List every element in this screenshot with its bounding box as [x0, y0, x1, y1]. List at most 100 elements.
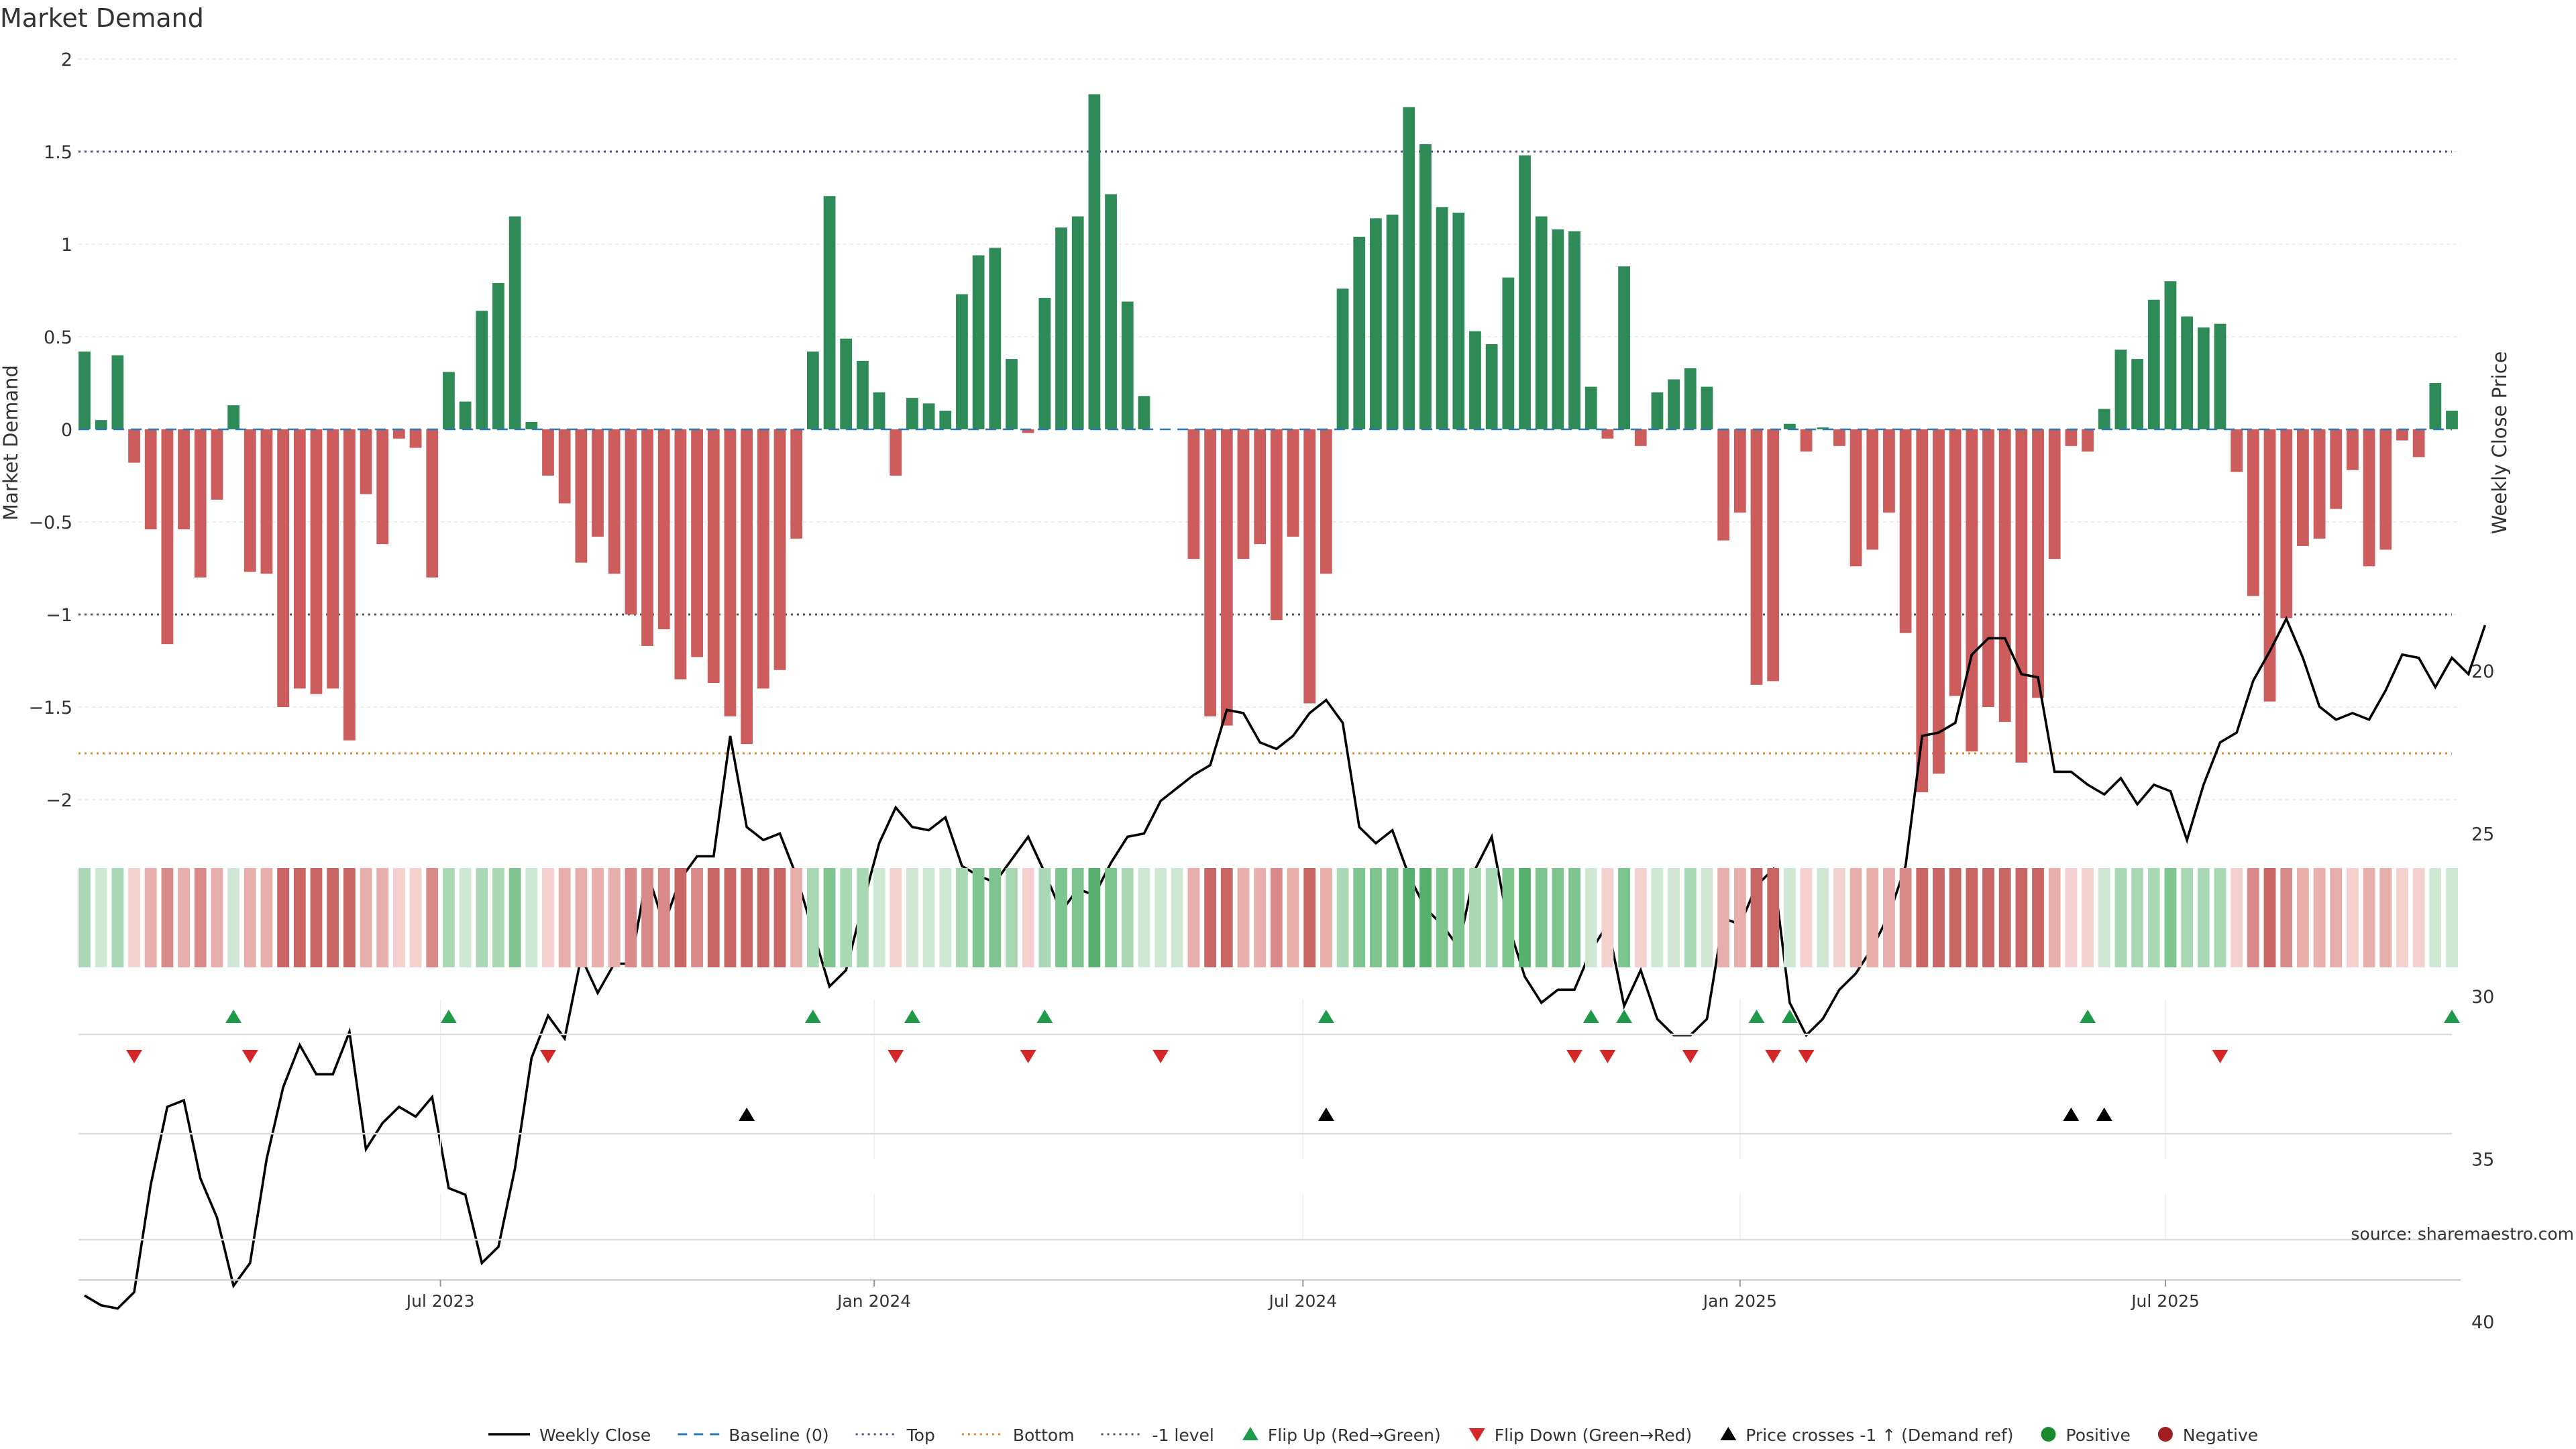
demand-bar [592, 429, 604, 537]
demand-bar [1684, 368, 1697, 429]
heat-cell [1386, 868, 1399, 967]
demand-bar [1833, 429, 1845, 446]
demand-bar [2015, 429, 2028, 763]
heat-cell [95, 868, 107, 967]
heat-cell [625, 868, 637, 967]
demand-heat-strip [78, 868, 2458, 967]
heat-cell [1071, 868, 1084, 967]
flip-up-marker [1036, 1010, 1053, 1023]
demand-bar [2297, 429, 2309, 546]
heat-cell [1403, 868, 1415, 967]
demand-bar [1519, 155, 1531, 429]
demand-bar [1105, 194, 1117, 429]
demand-bar [1320, 429, 1332, 574]
heat-cell [376, 868, 389, 967]
demand-bar [1552, 229, 1564, 429]
heat-cell [972, 868, 985, 967]
heat-cell [1519, 868, 1531, 967]
demand-bar [2082, 429, 2094, 452]
demand-bar [1899, 429, 1912, 633]
heat-cell [1966, 868, 1978, 967]
heat-cell [2114, 868, 2127, 967]
legend-item: Flip Up (Red→Green) [1242, 1426, 1441, 1445]
demand-bar [707, 429, 720, 684]
x-tick-label: Jan 2025 [1702, 1291, 1777, 1311]
y2-tick-label: 35 [2471, 1150, 2494, 1171]
demand-bar [310, 429, 323, 694]
demand-bar [1138, 396, 1150, 429]
heat-cell [1933, 868, 1945, 967]
legend-swatch [1242, 1427, 1258, 1440]
flip-down-marker [1020, 1050, 1036, 1063]
heat-cell [128, 868, 140, 967]
demand-bar [1568, 231, 1580, 429]
demand-bar [575, 429, 588, 563]
demand-bar [95, 420, 107, 429]
demand-bar [443, 372, 455, 429]
heat-cell [939, 868, 952, 967]
demand-bar [1651, 392, 1664, 429]
legend-item: Weekly Close [488, 1426, 651, 1445]
demand-bar [741, 429, 753, 745]
demand-bar [178, 429, 190, 530]
demand-bar [1055, 227, 1067, 429]
demand-bar [823, 196, 836, 429]
flip-up-marker [440, 1010, 457, 1023]
legend-item: -1 level [1101, 1426, 1214, 1445]
heat-cell [1353, 868, 1366, 967]
heat-cell [2396, 868, 2408, 967]
legend-label: -1 level [1152, 1426, 1214, 1445]
demand-bar [1386, 214, 1399, 429]
flip-down-marker [1152, 1050, 1169, 1063]
demand-bar [2181, 316, 2194, 429]
heat-cell [1817, 868, 1829, 967]
marker-panels [78, 1000, 2461, 1281]
heat-cell [1668, 868, 1680, 967]
demand-bar [1668, 379, 1680, 429]
heat-cell [409, 868, 422, 967]
heat-cell [525, 868, 538, 967]
legend-label: Top [906, 1426, 935, 1445]
demand-bar [625, 429, 637, 614]
demand-bar [1088, 94, 1101, 429]
demand-bar [2263, 429, 2276, 702]
legend-label: Positive [2066, 1426, 2131, 1445]
flip-up-marker [225, 1010, 242, 1023]
heat-cell [1155, 868, 1167, 967]
demand-bar [724, 429, 737, 716]
demand-bar [194, 429, 207, 578]
legend-item: Bottom [961, 1426, 1075, 1445]
demand-bar [542, 429, 554, 476]
demand-bar [2429, 383, 2442, 429]
demand-bar [1270, 429, 1283, 621]
demand-bar [1071, 216, 1084, 429]
heat-cell [459, 868, 472, 967]
heat-cell [2313, 868, 2326, 967]
flip-down-marker [888, 1050, 904, 1063]
demand-bar [2330, 429, 2343, 509]
demand-bar [2164, 281, 2177, 429]
heat-cell [2032, 868, 2044, 967]
y-tick-label: 2 [61, 50, 72, 70]
heat-cell [144, 868, 157, 967]
demand-bar [2231, 429, 2243, 472]
x-tick-label: Jan 2024 [836, 1291, 911, 1311]
demand-bar [111, 355, 124, 429]
heat-cell [327, 868, 339, 967]
heat-cell [194, 868, 207, 967]
legend-item: Negative [2157, 1426, 2258, 1445]
legend-item: Top [855, 1426, 935, 1445]
y2-axis-label: Weekly Close Price [2488, 352, 2511, 535]
heat-cell [840, 868, 853, 967]
demand-bar [1750, 429, 1763, 685]
heat-cell [2098, 868, 2110, 967]
y-axis-label: Market Demand [0, 365, 22, 521]
demand-bar [840, 338, 853, 429]
heat-cell [2131, 868, 2143, 967]
heat-cell [1270, 868, 1283, 967]
heat-cell [2347, 868, 2359, 967]
demand-bar [657, 429, 670, 630]
heat-cell [823, 868, 836, 967]
heat-cell [2015, 868, 2028, 967]
heat-cell [1833, 868, 1845, 967]
